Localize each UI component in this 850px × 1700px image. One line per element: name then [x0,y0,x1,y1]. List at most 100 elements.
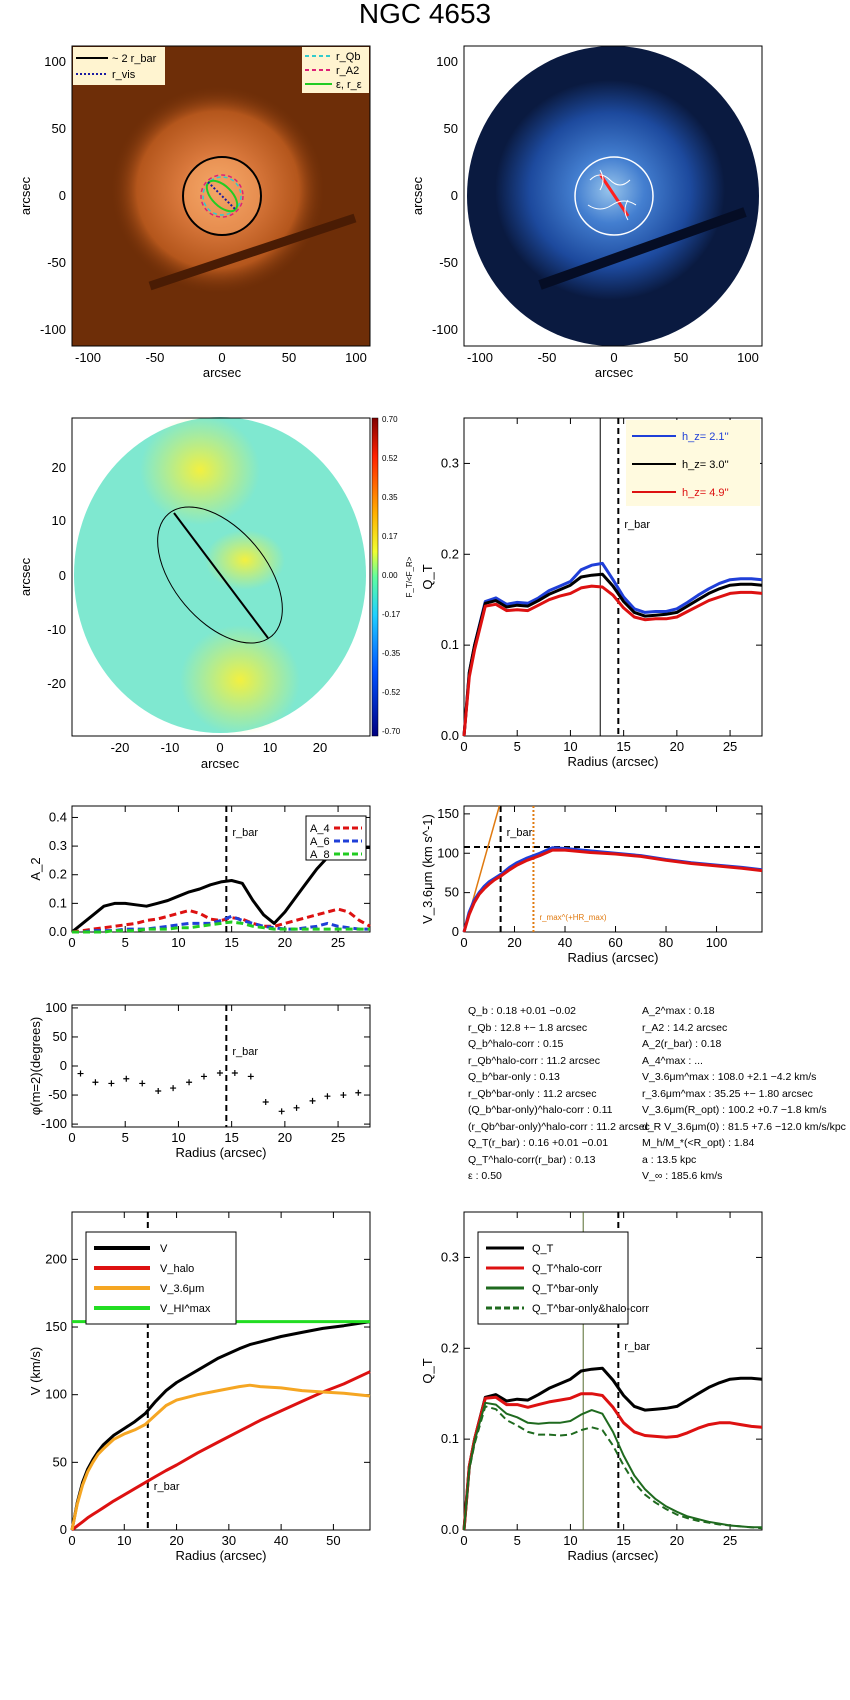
parameter-line: Q_b^halo-corr : 0.15 [468,1038,564,1050]
parameter-line: ε : 0.50 [468,1170,502,1182]
rbar-annotation: r_bar [232,827,258,839]
y-tick-label: 0.2 [441,546,459,561]
rbar-annotation: r_bar [154,1481,180,1493]
x-tick-label: 15 [224,935,238,950]
y-tick-label: 50 [53,1029,67,1044]
blue-xtick-label: 100 [737,350,759,365]
phase-point [108,1080,115,1087]
blue-ytick-label: -50 [439,255,458,270]
force-ytick-label: 0 [59,568,66,583]
rbar-annotation: r_bar [624,1341,650,1353]
x-tick-label: 40 [558,935,572,950]
series-line [70,1383,371,1531]
blue-ytick-label: 100 [436,54,458,69]
series-line [462,1392,763,1531]
legend-rvis-label: r_vis [112,69,136,81]
phase-point [77,1070,84,1077]
qt-corrected-chart: 0 5 10 15 20 25 0.0 0.1 0.2 0.3 Radius (arcsec) Q_T… [420,1211,763,1563]
x-tick-label: 10 [171,935,185,950]
x-tick-label: 0 [68,935,75,950]
series-line [71,846,370,934]
x-tick-label: 10 [563,1533,577,1548]
blue-ylabel: arcsec [410,176,425,215]
legend-ra2-label: r_A2 [336,65,359,77]
x-tick-label: 40 [274,1533,288,1548]
series-line [462,572,763,737]
x-tick-label: 25 [331,935,345,950]
qt-hz-chart: 0 5 10 15 20 25 0.0 0.1 0.2 0.3 Radius (arcsec) Q_T… [420,417,763,769]
blue-ytick-label: -100 [432,322,458,337]
orange-ylabel: arcsec [18,176,33,215]
parameter-line: a : 13.5 kpc [642,1153,697,1166]
phase-chart: 0 5 10 15 20 25 100 50 0 -50 -100 Radius (arcsec) φ(… [28,1000,371,1160]
y-tick-label: -100 [41,1116,67,1131]
legend-label: h_z= 4.9'' [682,487,729,499]
plot-frame [71,1004,371,1128]
y-tick-label: 0.2 [441,1340,459,1355]
blue-xtick-label: -50 [538,350,557,365]
x-tick-label: 100 [706,935,728,950]
force-xlabel: arcsec [201,756,240,771]
orange-legend-left: ~ 2 r_bar r_vis [73,47,165,85]
parameter-line: Q_b^bar-only : 0.13 [468,1071,560,1083]
x-tick-label: 0 [68,1533,75,1548]
x-axis-label: Radius (arcsec) [175,1548,266,1563]
orange-legend-right: r_Qb r_A2 ε, r_ε [302,47,369,93]
y-tick-label: 0 [60,1522,67,1537]
rbar-annotation: r_bar [232,1046,258,1058]
phase-point [247,1073,254,1080]
x-tick-label: 0 [460,1533,467,1548]
parameter-line: r_A2 : 14.2 arcsec [642,1021,728,1034]
x-tick-label: 20 [169,1533,183,1548]
parameter-line: r_Qb^bar-only : 11.2 arcsec [468,1087,597,1100]
series-line [462,561,763,737]
x-tick-label: 30 [222,1533,236,1548]
phase-point [170,1085,177,1092]
orange-ytick-label: 100 [44,54,66,69]
phase-point [186,1079,193,1086]
force-ytick-label: 20 [52,460,66,475]
blue-galaxy-stripe [538,207,747,290]
phase-point [324,1093,331,1100]
legend-label: V_halo [160,1263,194,1275]
rbar-annotation: r_bar [624,519,650,531]
force-map-bar-line [173,512,269,639]
x-tick-label: 15 [224,1130,238,1145]
velocity-decomposition-chart: 0 10 20 30 40 50 0 50 100 150 200 Radius (arcsec) V … [28,1211,371,1563]
x-tick-label: 20 [278,935,292,950]
orange-xtick-label: 50 [282,350,296,365]
force-map-frame [71,417,371,737]
x-tick-label: 20 [670,739,684,754]
x-tick-label: 5 [122,935,129,950]
colorbar-tick-label: -0.17 [382,610,401,619]
y-axis-label: V (km/s) [28,1347,43,1395]
x-axis-label: Radius (arcsec) [567,754,658,769]
phase-point [200,1073,207,1080]
orange-ytick-label: -50 [47,255,66,270]
legend-label: h_z= 3.0'' [682,459,729,471]
colorbar-tick-label: -0.52 [382,688,401,697]
force-xtick-label: -10 [161,740,180,755]
y-tick-label: -50 [48,1087,67,1102]
legend-label: Q_T^bar-only [532,1283,599,1295]
series-line [72,920,370,934]
x-tick-label: 15 [616,739,630,754]
y-axis-label: V_3.6μm (km s^-1) [420,814,435,924]
y-tick-label: 0.2 [49,867,67,882]
figure-title: NGC 4653 [359,0,491,29]
series-line [463,1405,763,1531]
colorbar-tick-label: 0.70 [382,415,398,424]
phase-point [216,1069,223,1076]
orange-image-panel: ~ 2 r_bar r_vis r_Qb r_A2 ε, r_ε -100 -5… [18,45,371,380]
rvis-line [207,181,237,211]
orange-xtick-label: 0 [218,350,225,365]
y-tick-label: 50 [445,885,459,900]
parameter-line: Q_T^halo-corr(r_bar) : 0.13 [468,1153,596,1166]
parameter-line: Q_b : 0.18 +0.01 −0.02 [468,1005,577,1017]
orange-xtick-label: -100 [75,350,101,365]
x-tick-label: 15 [616,1533,630,1548]
rotation-curve-chart: 0 20 40 60 80 100 0 50 100 150 Radius (arcsec) V_3.… [420,805,763,965]
y-tick-label: 0.3 [441,1249,459,1264]
legend-two-rbar-label: ~ 2 r_bar [112,53,157,65]
